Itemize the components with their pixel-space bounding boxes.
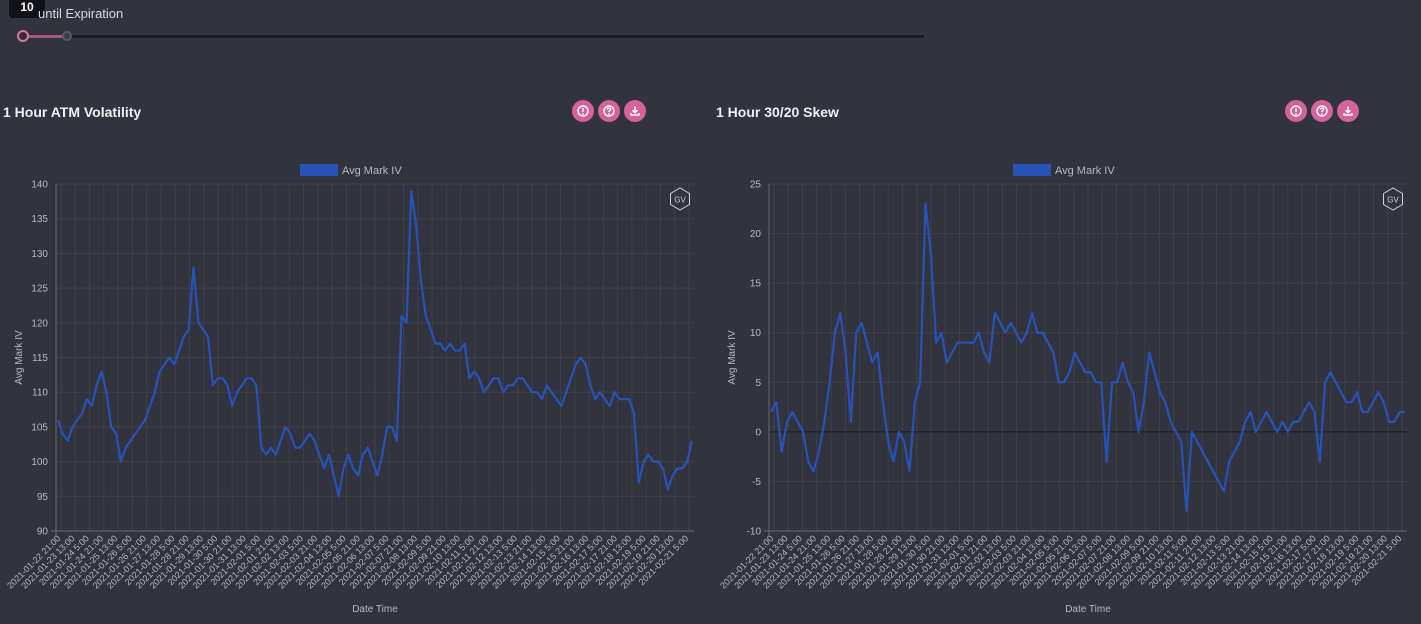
download-button[interactable] <box>624 100 646 122</box>
y-tick-label: 115 <box>32 353 48 364</box>
atm-volatility-chart: Avg Mark IV 90 95 100 105 110 115 120 125 130 135 1… <box>5 164 694 615</box>
y-tick-label: 140 <box>31 180 48 191</box>
y-tick-label: 15 <box>750 279 762 290</box>
y-tick-label: 100 <box>31 457 48 468</box>
chart-legend: Avg Mark IV <box>1013 164 1115 177</box>
y-tick-label: 125 <box>31 284 48 295</box>
slider-min-handle[interactable] <box>17 30 29 42</box>
chart-grid <box>769 183 1407 532</box>
y-tick-label: 135 <box>31 214 48 225</box>
slider-range <box>22 35 68 38</box>
y-tick-label: 130 <box>31 249 48 260</box>
y-tick-label: 110 <box>32 388 48 399</box>
watermark-badge: GV <box>1383 187 1403 211</box>
skew-panel: 1 Hour 30/20 Skew Avg Mark IV -10 -5 0 5 10 15… <box>713 96 1413 624</box>
x-axis-title: Date Time <box>352 604 398 615</box>
watermark-badge: GV <box>670 187 690 211</box>
legend-label: Avg Mark IV <box>342 165 402 177</box>
chart-legend: Avg Mark IV <box>300 164 402 177</box>
info-button[interactable] <box>1285 100 1307 122</box>
series-line <box>56 189 694 498</box>
help-icon <box>1316 105 1328 117</box>
slider-max-handle[interactable] <box>62 31 72 41</box>
help-button[interactable] <box>598 100 620 122</box>
download-button[interactable] <box>1337 100 1359 122</box>
info-icon <box>577 105 589 117</box>
y-tick-label: 25 <box>750 180 762 191</box>
slider-track[interactable] <box>18 35 924 38</box>
panel-actions <box>1285 100 1359 122</box>
download-icon <box>1343 106 1353 116</box>
help-button[interactable] <box>1311 100 1333 122</box>
slider-value-tooltip: 10 <box>9 0 45 18</box>
info-button[interactable] <box>572 100 594 122</box>
panel-title: 1 Hour 30/20 Skew <box>716 104 839 120</box>
panel-title: 1 Hour ATM Volatility <box>3 104 142 120</box>
y-tick-label: 105 <box>31 422 48 433</box>
y-tick-label: 90 <box>37 527 49 538</box>
atm-volatility-panel: 1 Hour ATM Volatility Avg Mark IV 90 95 100… <box>0 96 700 624</box>
panel-actions <box>572 100 646 122</box>
watermark-hexagon <box>1383 187 1403 211</box>
slider-label: until Expiration <box>38 6 124 21</box>
legend-swatch <box>300 164 338 176</box>
legend-swatch <box>1013 164 1051 176</box>
y-tick-label: 20 <box>750 229 762 240</box>
y-axis-title: Avg Mark IV <box>14 330 25 385</box>
download-icon <box>630 106 640 116</box>
y-axis-title: Avg Mark IV <box>727 330 738 385</box>
x-axis-title: Date Time <box>1065 604 1111 615</box>
y-tick-label: -5 <box>752 477 761 488</box>
legend-label: Avg Mark IV <box>1055 165 1115 177</box>
watermark-text: GV <box>674 196 686 205</box>
y-tick-label: -10 <box>747 527 762 538</box>
help-icon <box>603 105 615 117</box>
y-tick-label: 10 <box>750 328 762 339</box>
y-tick-label: 0 <box>755 427 761 438</box>
y-tick-label: 5 <box>755 378 761 389</box>
info-icon <box>1290 105 1302 117</box>
watermark-text: GV <box>1387 196 1399 205</box>
chart-grid <box>56 183 694 532</box>
watermark-hexagon <box>670 187 690 211</box>
expiration-slider: 10 until Expiration <box>0 0 940 60</box>
series-line <box>770 202 1405 513</box>
y-tick-label: 120 <box>31 318 48 329</box>
y-tick-label: 95 <box>37 492 49 503</box>
